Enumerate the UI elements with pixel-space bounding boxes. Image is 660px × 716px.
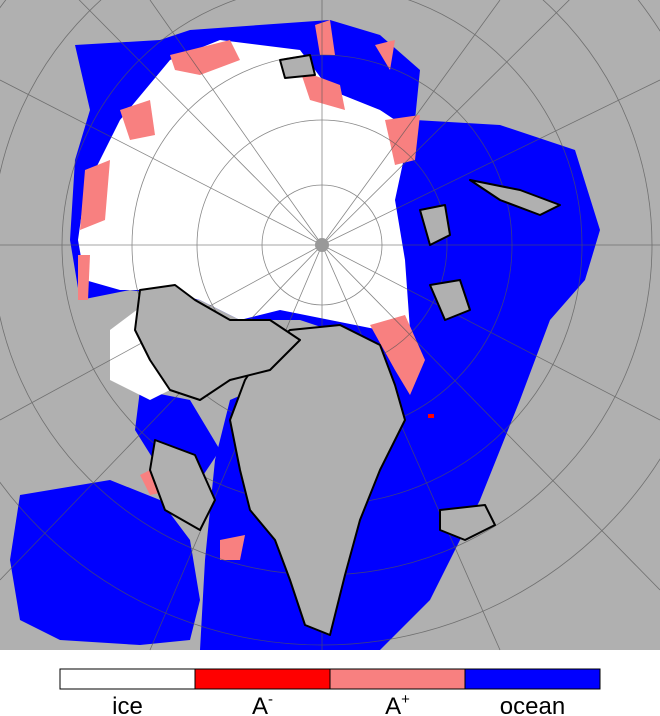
canadian-archipelago xyxy=(134,284,301,401)
novaya-zemlya xyxy=(469,179,561,216)
ocean-region xyxy=(10,480,200,645)
a-minus-patch xyxy=(428,414,434,418)
label-sup: + xyxy=(401,691,410,708)
legend-swatch xyxy=(59,668,196,690)
franz-josef-land xyxy=(429,279,471,321)
baffin-island xyxy=(149,439,216,531)
legend-label: ice xyxy=(112,693,143,716)
legend-swatch xyxy=(464,668,601,690)
legend-swatch xyxy=(329,668,466,690)
pole-mask xyxy=(315,238,329,252)
map xyxy=(0,0,660,651)
legend-swatch xyxy=(194,668,331,690)
legend-label: A+ xyxy=(385,691,410,716)
legend-label: A- xyxy=(252,691,273,716)
label-base: A xyxy=(385,693,401,716)
legend-label: ocean xyxy=(500,693,565,716)
label-sup: - xyxy=(268,691,273,708)
label-base: A xyxy=(252,693,268,716)
legend: ice A- A+ ocean xyxy=(59,668,601,716)
wrangel xyxy=(279,54,316,79)
svalbard xyxy=(419,204,451,246)
greenland xyxy=(229,324,406,636)
sea-ice xyxy=(78,40,410,330)
iceland xyxy=(439,504,496,541)
